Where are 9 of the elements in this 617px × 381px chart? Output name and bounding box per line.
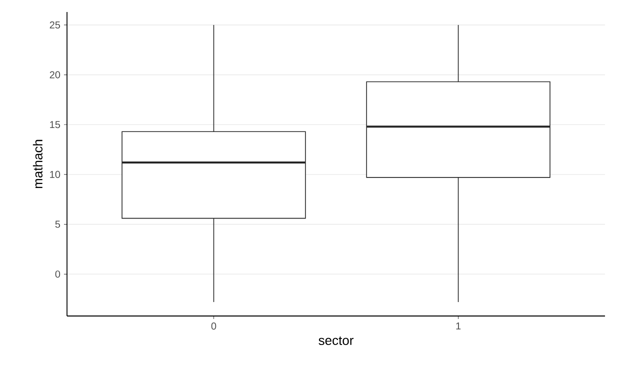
x-axis-title: sector bbox=[318, 336, 354, 346]
y-axis-title: mathach bbox=[32, 140, 42, 188]
y-tick-label: 25 bbox=[50, 21, 60, 28]
y-tick-label: 15 bbox=[50, 121, 60, 128]
y-tick-label: 10 bbox=[50, 170, 60, 178]
y-tick-label: 0 bbox=[55, 270, 60, 278]
y-tick-label: 5 bbox=[55, 220, 60, 228]
x-tick-label: 1 bbox=[456, 322, 461, 330]
y-tick-label: 20 bbox=[50, 71, 60, 78]
